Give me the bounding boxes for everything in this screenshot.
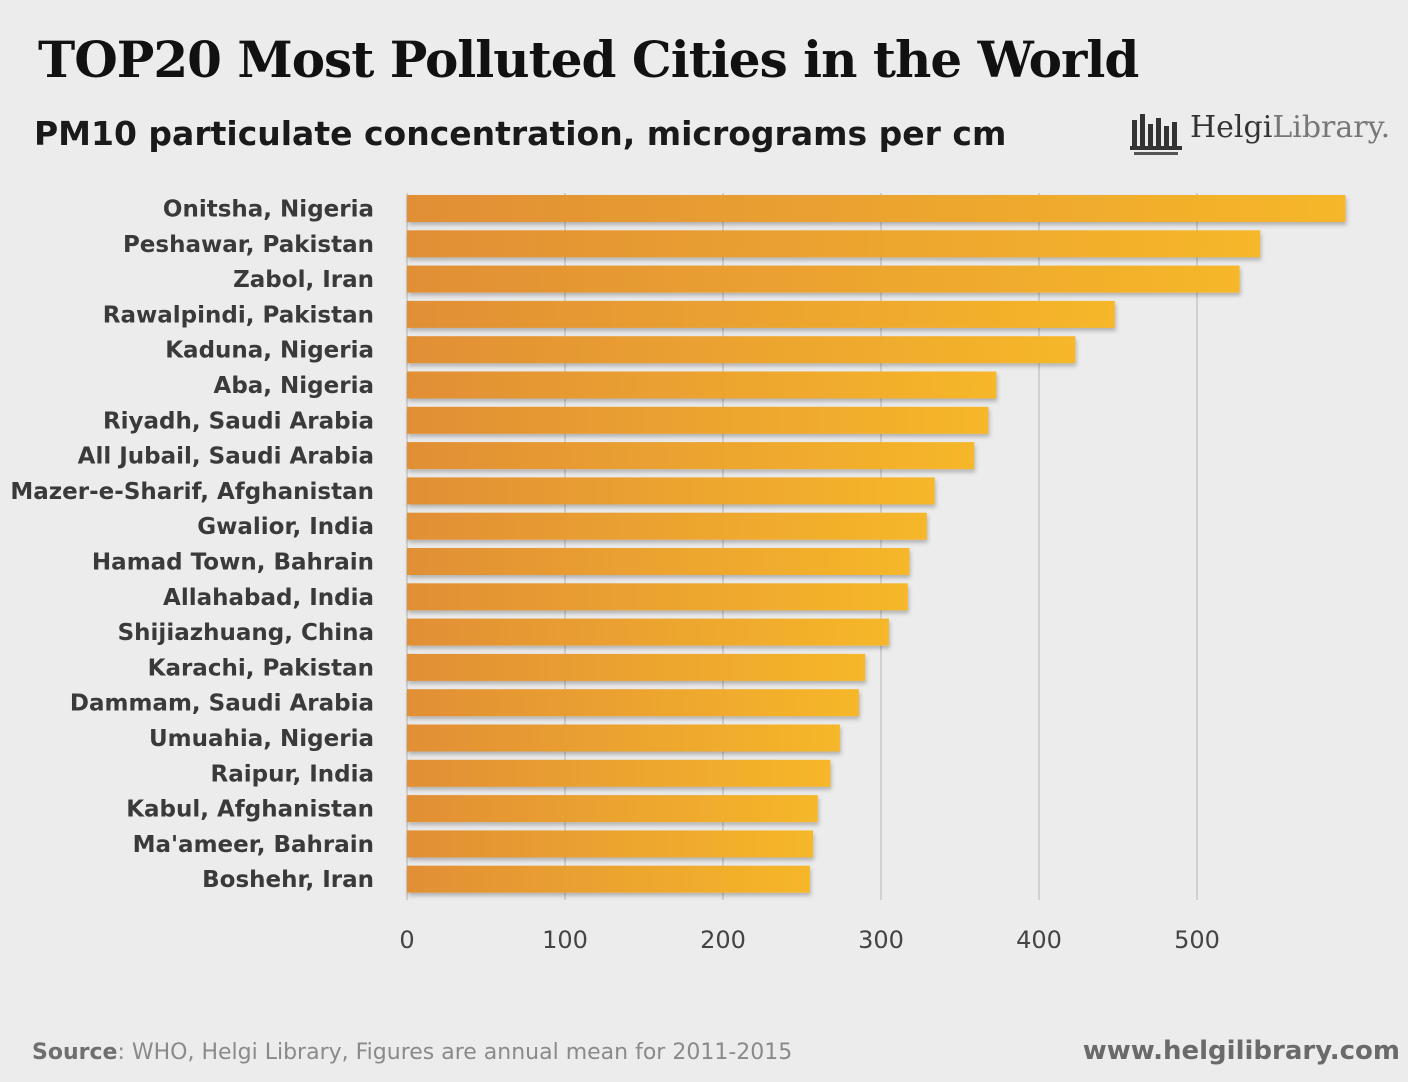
category-label: Onitsha, Nigeria [163,197,374,223]
bar [407,795,818,823]
bar [407,618,889,646]
category-label: Raipur, India [211,761,374,787]
bar [407,371,997,399]
chart-title: TOP20 Most Polluted Cities in the World [38,30,1139,89]
x-tick-label: 400 [1016,926,1062,954]
source-label: Source [32,1040,118,1065]
logo-wordmark: HelgiLibrary. [1190,110,1390,145]
helgi-library-logo: HelgiLibrary. [1130,110,1390,158]
library-building-icon [1130,114,1182,155]
category-label: Dammam, Saudi Arabia [70,691,374,717]
bar [407,759,831,787]
bar [407,865,810,893]
category-label: Zabol, Iran [233,267,374,293]
bar [407,230,1261,258]
category-label: Ma'ameer, Bahrain [133,832,374,858]
category-label: Riyadh, Saudi Arabia [103,408,374,434]
bar [407,830,814,858]
bar [407,689,859,717]
category-label: Umuahia, Nigeria [149,726,374,752]
category-label: Karachi, Pakistan [148,655,374,681]
logo-name-light: Library. [1272,110,1391,145]
category-label: Hamad Town, Bahrain [92,550,374,576]
bar [407,406,989,434]
chart-subtitle: PM10 particulate concentration, microgra… [34,114,1007,153]
category-label: Kaduna, Nigeria [165,338,374,364]
category-label: Peshawar, Pakistan [123,232,374,258]
category-label: Gwalior, India [197,514,374,540]
category-label: All Jubail, Saudi Arabia [78,444,374,470]
source-text: : WHO, Helgi Library, Figures are annual… [117,1040,793,1065]
bar [407,336,1076,364]
bar [407,548,910,575]
bar [407,583,908,611]
category-label: Rawalpindi, Pakistan [103,302,374,328]
category-label: Mazer-e-Sharif, Afghanistan [10,479,374,505]
bar [407,442,975,470]
x-tick-label: 500 [1174,926,1220,954]
bar [407,477,935,505]
x-tick-label: 100 [542,926,588,954]
bar [407,724,840,752]
x-tick-label: 200 [700,926,746,954]
bar [407,300,1115,328]
bar [407,512,927,540]
bar [407,195,1346,222]
category-label: Aba, Nigeria [214,373,374,399]
category-label: Boshehr, Iran [202,867,374,893]
x-tick-label: 0 [399,926,414,954]
x-tick-label: 300 [858,926,904,954]
category-label: Kabul, Afghanistan [126,797,374,823]
source-note: Source: WHO, Helgi Library, Figures are … [32,1040,792,1065]
logo-name-bold: Helgi [1190,110,1273,145]
bar [407,653,866,681]
bar [407,265,1240,293]
website-url[interactable]: www.helgilibrary.com [1082,1036,1400,1066]
category-label: Shijiazhuang, China [118,620,374,646]
category-label: Allahabad, India [163,585,374,611]
